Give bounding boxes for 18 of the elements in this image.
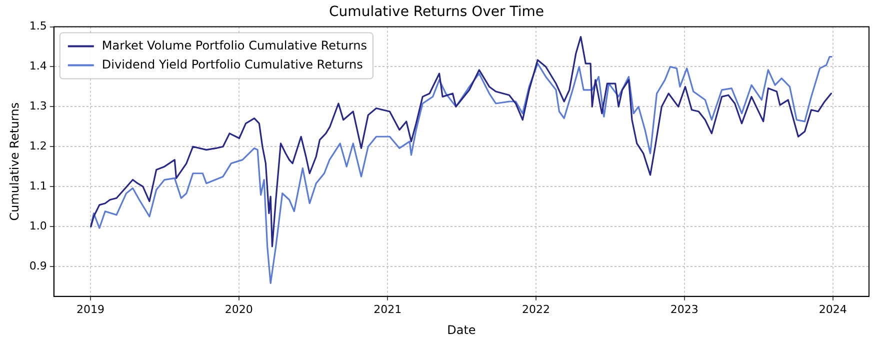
y-tick-label: 1.1 — [29, 179, 47, 192]
x-tick-label: 2020 — [224, 302, 253, 316]
x-axis-title: Date — [447, 322, 476, 337]
x-tick-label: 2022 — [522, 302, 550, 316]
y-tick-label: 1.4 — [29, 60, 47, 73]
y-tick-label: 1.2 — [29, 139, 47, 152]
y-tick-label: 0.9 — [29, 259, 47, 272]
y-tick-label: 1.5 — [29, 20, 47, 33]
y-axis-title: Cumulative Returns — [7, 102, 22, 221]
legend-label: Dividend Yield Portfolio Cumulative Returns — [102, 57, 363, 72]
y-tick-label: 1.0 — [29, 219, 47, 232]
chart-title: Cumulative Returns Over Time — [329, 4, 544, 20]
legend-label: Market Volume Portfolio Cumulative Returns — [102, 38, 367, 52]
y-tick-label: 1.3 — [29, 100, 47, 113]
x-tick-label: 2023 — [670, 302, 698, 316]
x-tick-label: 2024 — [818, 302, 847, 316]
x-tick-label: 2021 — [374, 302, 402, 316]
x-tick-label: 2019 — [76, 302, 104, 316]
